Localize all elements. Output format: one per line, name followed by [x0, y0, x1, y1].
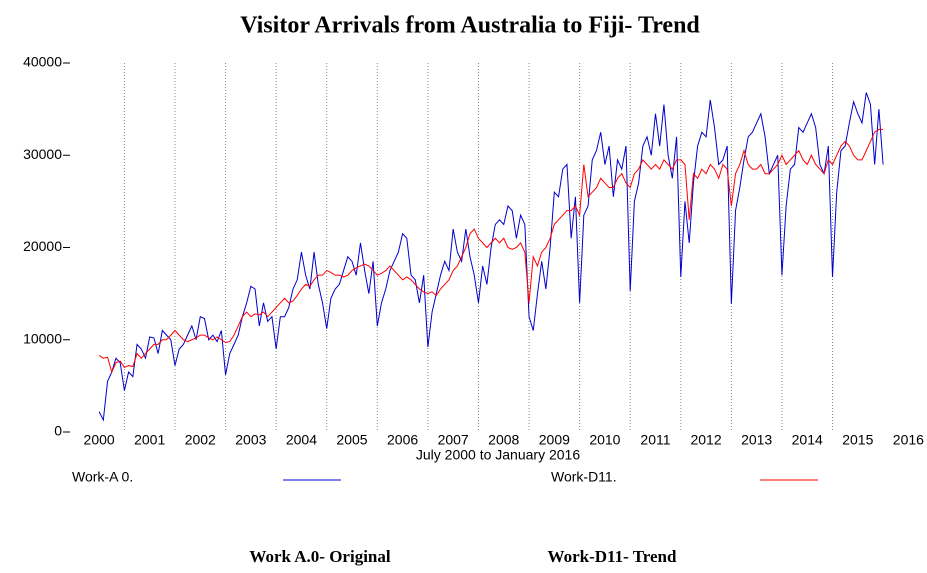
x-tick-label: 2007 — [438, 432, 469, 448]
chart-title: Visitor Arrivals from Australia to Fiji-… — [240, 13, 700, 39]
x-tick-label: 2013 — [741, 432, 772, 448]
x-tick-label: 2008 — [488, 432, 519, 448]
x-tick-label: 2014 — [792, 432, 823, 448]
x-tick-label: 2015 — [842, 432, 873, 448]
caption: Work A.0- Original — [249, 547, 390, 566]
y-tick-label: 30000 — [23, 146, 62, 162]
series-line — [98, 92, 884, 422]
series-line — [98, 128, 884, 374]
x-tick-label: 2009 — [539, 432, 570, 448]
y-tick-label: 0 — [54, 423, 62, 439]
x-tick-label: 2001 — [134, 432, 165, 448]
x-tick-label: 2005 — [336, 432, 367, 448]
x-axis-label: July 2000 to January 2016 — [416, 447, 580, 463]
x-tick-label: 2010 — [589, 432, 620, 448]
x-tick-label: 2012 — [690, 432, 721, 448]
y-tick-label: 20000 — [23, 238, 62, 254]
x-tick-label: 2006 — [387, 432, 418, 448]
y-tick-label: 10000 — [23, 330, 62, 346]
legend-label: Work-D11. — [551, 469, 617, 485]
x-tick-label: 2002 — [185, 432, 216, 448]
x-tick-label: 2016 — [893, 432, 924, 448]
x-tick-label: 2003 — [235, 432, 266, 448]
caption: Work-D11- Trend — [548, 547, 677, 566]
legend-label: Work-A 0. — [72, 469, 133, 485]
x-tick-label: 2000 — [84, 432, 115, 448]
x-tick-label: 2004 — [286, 432, 317, 448]
x-tick-label: 2011 — [640, 432, 670, 448]
y-tick-label: 40000 — [23, 54, 62, 70]
